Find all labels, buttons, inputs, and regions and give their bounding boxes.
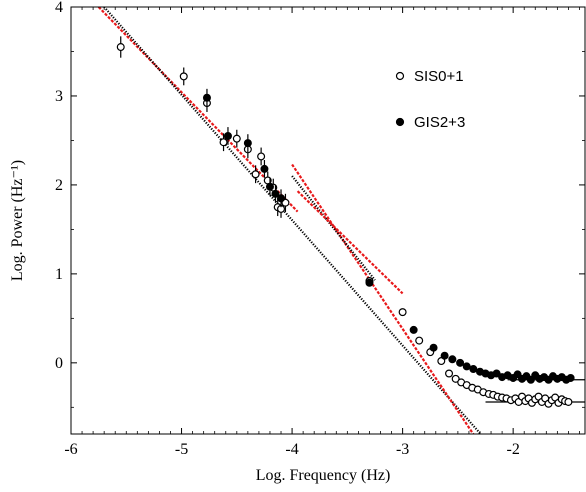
sis-point-7 [257,152,266,161]
gis-point-18 [492,369,501,378]
gis-point-3 [260,164,269,173]
x-tick-label: -4 [285,441,298,458]
gis-point-6 [277,194,286,203]
x-tick-label: -3 [396,441,409,458]
x-axis-label: Log. Frequency (Hz) [256,467,391,484]
sis-point-6 [251,170,260,179]
gis-point-13 [462,362,471,371]
sis-point-19 [451,374,460,383]
y-axis-label: Log. Power (Hz⁻¹) [9,160,26,281]
sis-point-4 [232,134,241,143]
fit-line-0 [97,7,299,213]
y-tick-label: 2 [55,177,63,194]
gis-point-8 [409,325,418,334]
x-tick-label: -2 [506,441,519,458]
gis-point-7 [365,278,374,287]
fit-line-4 [296,190,404,295]
fit-lines [97,7,585,434]
y-tick-label: 3 [55,88,63,105]
sis-point-14 [398,308,407,317]
gis-point-1 [223,131,232,140]
legend-marker-gis [395,117,405,127]
gis-point-4 [265,182,274,191]
gis-point-14 [469,365,478,374]
fit-line-2 [291,163,475,434]
sis-point-1 [179,72,188,81]
x-tick-label: -6 [64,441,77,458]
fit-line-1 [103,7,483,434]
sis-point-3 [219,138,228,147]
x-tick-label: -5 [175,441,188,458]
gis-point-5 [271,189,280,198]
gis-point-2 [243,139,252,148]
sis-point-0 [116,43,125,52]
sis-point-47 [564,397,573,406]
y-tick-label: 0 [55,355,63,372]
legend: SIS0+1 GIS2+3 [395,68,465,131]
gis-point-34 [566,373,575,382]
legend-marker-sis [395,71,405,81]
plot-frame [70,6,586,435]
fit-line-3 [291,175,376,281]
y-tick-label: 1 [55,266,63,283]
gis-point-10 [440,351,449,360]
y-tick-label: 4 [55,0,63,16]
gis-point-11 [448,355,457,364]
axis-ticks: -6 -5 -4 -3 -2 0 1 2 3 4 [55,0,585,458]
gis-point-12 [456,358,465,367]
legend-label-sis: SIS0+1 [414,68,464,85]
sis-point-18 [445,369,454,378]
gis-point-0 [202,93,211,102]
gis-point-9 [429,343,438,352]
data-points [116,36,575,408]
legend-label-gis: GIS2+3 [414,114,465,131]
sis-point-15 [415,336,424,345]
